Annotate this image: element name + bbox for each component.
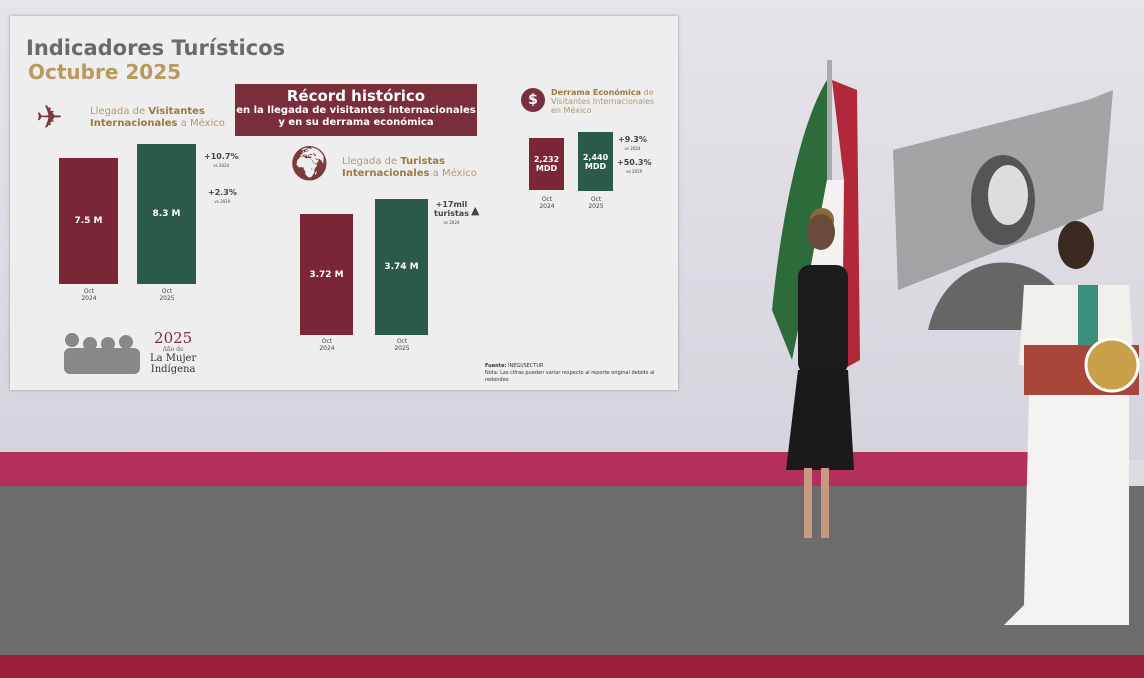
globe-plane-icon: 🌍︎ — [288, 144, 332, 184]
tourists-label: Llegada de Turistas Internacionales a Mé… — [342, 156, 477, 180]
stage-edge — [0, 655, 1144, 678]
banner-line2: y en su derrama económica — [278, 117, 434, 128]
airplane-icon: ✈ — [36, 98, 63, 136]
bar-visitors-2025: 8.3 M — [137, 144, 196, 284]
change-badge: +2.3% vs 2019 — [208, 188, 237, 204]
record-banner: Récord histórico en la llegada de visita… — [235, 84, 477, 136]
label-part: Internacionales — [342, 168, 430, 179]
label-part: Visitantes — [148, 106, 205, 117]
banner-headline: Récord histórico — [286, 87, 426, 105]
change-badge: +9.3% vs 2024 — [618, 135, 647, 151]
banner-line1: en la llegada de visitantes internaciona… — [236, 105, 476, 116]
dollar-icon: $ — [521, 88, 545, 112]
x-label: Oct 2024 — [539, 196, 555, 210]
stage-floor — [0, 486, 1144, 666]
label-part: en México — [551, 106, 592, 115]
slide-title: Indicadores Turísticos — [26, 36, 286, 60]
bar-visitors-2024: 7.5 M — [59, 158, 118, 284]
label-part: Turistas — [400, 156, 445, 167]
arrow-up-icon: ▲ — [471, 204, 480, 217]
year-logo: 2025 Año de La Mujer Indígena — [150, 329, 197, 375]
slide-subtitle: Octubre 2025 — [28, 60, 182, 84]
change-badge: +17mil turistas vs 2024 — [434, 200, 469, 225]
label-part: Llegada de — [90, 106, 149, 117]
bar-tourists-2025: 3.74 M — [375, 199, 428, 335]
bar-tourists-2024: 3.72 M — [300, 214, 353, 335]
spending-label: Derrama Económica de Visitantes Internac… — [551, 88, 654, 115]
label-part: a México — [429, 168, 477, 179]
visitors-label: Llegada de Visitantes Internacionales a … — [90, 106, 225, 130]
bar-spending-2024: 2,232 MDD — [529, 138, 564, 190]
change-badge: +10.7% vs 2024 — [204, 152, 239, 168]
change-badge: +50.3% vs 2019 — [617, 158, 652, 174]
x-label: Oct 2024 — [319, 338, 335, 352]
presentation-slide: Indicadores Turísticos Octubre 2025 Réco… — [10, 16, 678, 390]
x-label: Oct 2025 — [588, 196, 604, 210]
source-note: Fuente: INEGI/SECTUR Nota: Las cifras pue… — [485, 363, 655, 383]
label-part: Llegada de — [342, 156, 401, 167]
x-label: Oct 2025 — [159, 288, 175, 302]
women-illustration-logo — [58, 326, 146, 376]
label-part: de — [641, 88, 654, 97]
label-part: a México — [177, 118, 225, 129]
label-part: Internacionales — [90, 118, 178, 129]
x-label: Oct 2025 — [394, 338, 410, 352]
bar-spending-2025: 2,440 MDD — [578, 132, 613, 191]
label-part: Visitantes Internacionales — [551, 97, 655, 106]
label-part: Derrama Económica — [551, 88, 641, 97]
presenter-standing — [776, 210, 856, 550]
x-label: Oct 2024 — [81, 288, 97, 302]
speaker-at-podium — [1004, 205, 1144, 645]
